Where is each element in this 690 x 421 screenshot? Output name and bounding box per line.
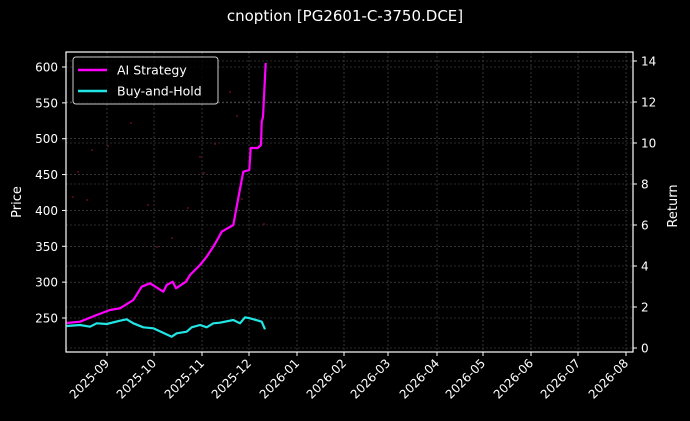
y2-tick-label: 2 xyxy=(641,301,649,315)
signal-dot xyxy=(107,145,109,147)
signal-dot xyxy=(86,199,88,201)
signal-dot xyxy=(130,122,132,124)
signal-dot xyxy=(72,196,74,198)
y2-axis-label: Return xyxy=(666,184,681,227)
x-tick-label: 2025-12 xyxy=(209,356,254,401)
x-tick-label: 2026-03 xyxy=(348,356,393,401)
y2-tick-label: 4 xyxy=(641,260,649,274)
y2-tick-label: 0 xyxy=(641,342,649,356)
legend-label: Buy-and-Hold xyxy=(117,84,202,99)
x-tick-label: 2026-08 xyxy=(586,356,631,401)
signal-dot xyxy=(229,91,231,93)
signal-dot xyxy=(263,223,265,225)
signal-dot xyxy=(156,246,158,248)
x-tick-label: 2026-06 xyxy=(491,356,536,401)
signal-dot xyxy=(147,204,149,206)
y-tick-label: 500 xyxy=(35,132,58,146)
y-tick-label: 400 xyxy=(35,204,58,218)
signal-dot xyxy=(199,156,201,158)
x-tick-label: 2026-07 xyxy=(538,356,583,401)
signal-dot xyxy=(187,207,189,209)
signal-dot xyxy=(203,172,205,174)
grid-lines xyxy=(66,52,633,352)
y-tick-label: 550 xyxy=(35,96,58,110)
x-tick-label: 2025-11 xyxy=(162,356,207,401)
series-line-buy-and-hold xyxy=(66,316,267,338)
y2-tick-label: 10 xyxy=(641,137,656,151)
y-axis-label: Price xyxy=(10,186,25,218)
x-tick-label: 2026-02 xyxy=(304,356,349,401)
y-tick-label: 300 xyxy=(35,276,58,290)
signal-dot xyxy=(236,115,238,117)
y2-tick-label: 8 xyxy=(641,178,649,192)
y2-tick-label: 6 xyxy=(641,219,649,233)
y2-tick-label: 12 xyxy=(641,96,656,110)
legend-box xyxy=(72,56,219,105)
y-tick-label: 450 xyxy=(35,168,58,182)
x-tick-label: 2026-01 xyxy=(257,356,302,401)
plot-frame xyxy=(65,51,634,353)
series-lines xyxy=(66,62,267,338)
y-tick-label: 350 xyxy=(35,240,58,254)
x-tick-label: 2026-04 xyxy=(397,356,442,401)
y-tick-label: 250 xyxy=(35,312,58,326)
signal-dot xyxy=(91,149,93,151)
signal-dot xyxy=(171,237,173,239)
x-tick-label: 2025-09 xyxy=(67,356,112,401)
series-line-ai-strategy xyxy=(66,62,267,325)
y2-tick-label: 14 xyxy=(641,55,656,69)
legend: AI Strategy Buy-and-Hold xyxy=(72,56,219,105)
signal-dot xyxy=(77,171,79,173)
chart-title: cnoption [PG2601-C-3750.DCE] xyxy=(226,7,464,25)
x-tick-label: 2026-05 xyxy=(443,356,488,401)
x-tick-label: 2025-10 xyxy=(114,356,159,401)
y-tick-label: 600 xyxy=(35,61,58,75)
signal-dot xyxy=(214,143,216,145)
signal-dot xyxy=(241,198,243,200)
signal-dots xyxy=(72,91,265,281)
legend-label: AI Strategy xyxy=(117,63,187,78)
